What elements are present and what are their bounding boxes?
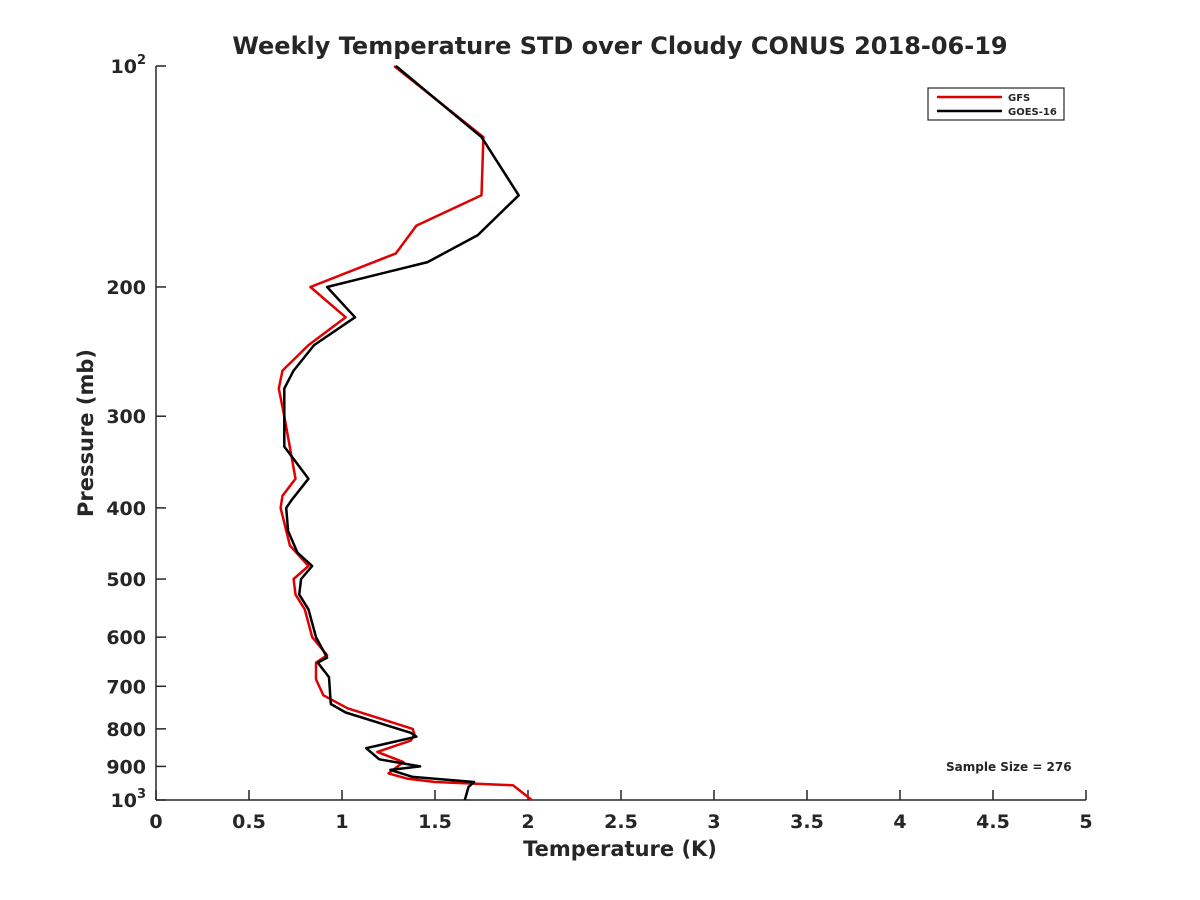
- y-tick-label: 400: [106, 498, 146, 520]
- x-axis-label: Temperature (K): [523, 837, 717, 861]
- series-group: [277, 65, 533, 801]
- x-tick-label: 1.5: [418, 811, 452, 833]
- y-tick-label: 103: [111, 787, 147, 812]
- series-line-goes16: [283, 65, 520, 801]
- chart-title: Weekly Temperature STD over Cloudy CONUS…: [232, 32, 1007, 60]
- x-axis-ticks: 0 0.5 1 1.5 2 2.5 3 3.5 4 4.5 5: [149, 790, 1093, 833]
- y-axis-label: Pressure (mb): [74, 349, 98, 517]
- y-tick-label-exponent: 3: [137, 787, 146, 802]
- x-tick-label: 4.5: [976, 811, 1010, 833]
- x-tick-label: 4: [893, 811, 906, 833]
- y-tick-label: 700: [106, 676, 146, 698]
- y-tick-label-exponent: 2: [137, 53, 146, 68]
- sample-size-annotation: Sample Size = 276: [946, 760, 1072, 774]
- x-tick-label: 0.5: [232, 811, 266, 833]
- y-tick-label: 900: [106, 756, 146, 778]
- y-tick-label: 500: [106, 569, 146, 591]
- legend-box: [927, 87, 1065, 121]
- legend: GFS GOES-16: [927, 87, 1065, 121]
- legend-label-gfs: GFS: [1008, 93, 1030, 104]
- x-tick-label: 3: [707, 811, 720, 833]
- legend-label-goes16: GOES-16: [1008, 107, 1057, 118]
- y-tick-label: 102: [111, 53, 147, 78]
- x-tick-label: 5: [1079, 811, 1092, 833]
- x-tick-label: 3.5: [790, 811, 824, 833]
- x-tick-label: 2: [521, 811, 534, 833]
- y-tick-label-base: 10: [111, 56, 137, 78]
- x-tick-label: 2.5: [604, 811, 638, 833]
- y-tick-label: 600: [106, 627, 146, 649]
- y-tick-label: 300: [106, 406, 146, 428]
- x-tick-label: 0: [149, 811, 162, 833]
- x-tick-label: 1: [335, 811, 348, 833]
- series-line-gfs: [277, 65, 533, 801]
- y-tick-label: 800: [106, 719, 146, 741]
- y-tick-label-base: 10: [111, 790, 137, 812]
- y-tick-label: 200: [106, 277, 146, 299]
